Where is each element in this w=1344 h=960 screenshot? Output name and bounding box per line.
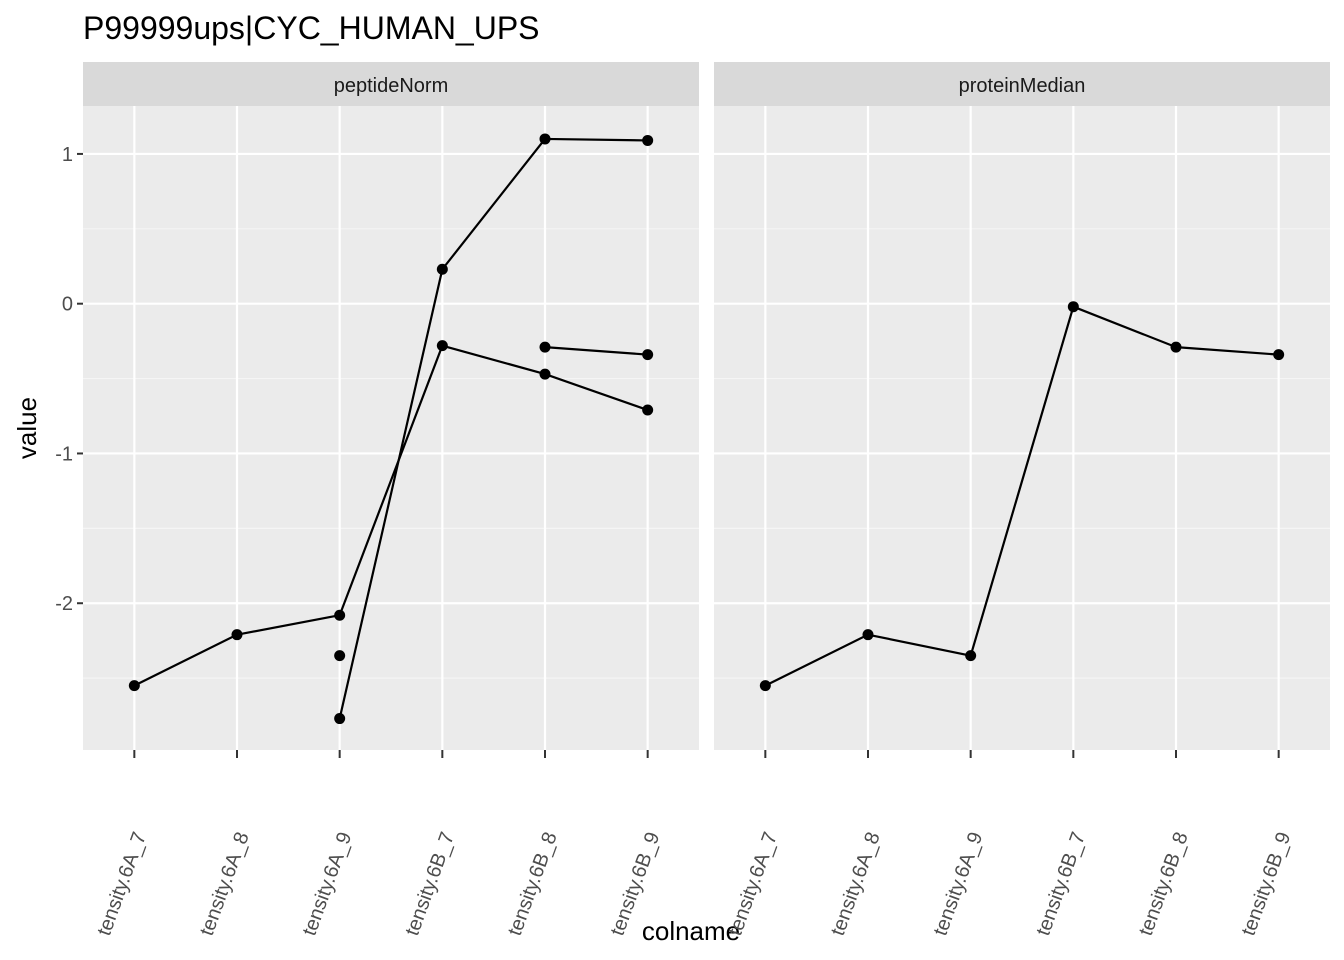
- data-point: [334, 713, 346, 725]
- x-tick-label: tensity.6A_7: [724, 829, 782, 939]
- x-axis-title: colname: [642, 916, 740, 946]
- data-point: [759, 680, 771, 692]
- series-line: [544, 346, 648, 356]
- x-tick-label: tensity.6B_9: [1238, 829, 1296, 939]
- x-tick-label: tensity.6B_7: [401, 829, 459, 939]
- data-point: [539, 133, 551, 145]
- data-point: [1170, 341, 1182, 353]
- data-point: [1067, 301, 1079, 313]
- data-point: [539, 341, 551, 353]
- data-point: [231, 629, 243, 641]
- panel-background: [83, 106, 699, 750]
- facet-strip-label: peptideNorm: [334, 75, 449, 97]
- data-point: [334, 650, 346, 662]
- series-line: [764, 305, 1279, 687]
- panel-background: [714, 106, 1330, 750]
- y-axis-title: value: [12, 397, 42, 459]
- facet-panels: peptideNorm -2 -1 0 1 tensity.6A_7 tensity.6A_…: [55, 62, 1330, 939]
- data-point: [642, 134, 654, 146]
- x-tick-label: tensity.6A_9: [299, 829, 357, 939]
- data-point: [334, 609, 346, 621]
- facet-strip: [83, 62, 699, 106]
- data-point: [436, 263, 448, 275]
- x-tick-label: tensity.6A_7: [93, 829, 151, 939]
- x-tick-label: tensity.6B_8: [1135, 829, 1193, 939]
- series-line: [338, 137, 648, 719]
- facet-panel-proteinMedian: proteinMedian tensity.6A_7 tensity.6A_8 ten…: [714, 62, 1330, 939]
- facet-strip-label: proteinMedian: [959, 75, 1086, 97]
- data-point: [965, 650, 977, 662]
- x-tick-label: tensity.6B_8: [504, 829, 562, 939]
- data-point: [128, 680, 140, 692]
- y-tick-label: -2: [55, 593, 73, 615]
- data-point: [436, 340, 448, 352]
- x-tick-label: tensity.6A_8: [196, 829, 254, 939]
- y-tick-label: -1: [55, 443, 73, 465]
- series-line: [133, 344, 649, 687]
- data-point: [539, 368, 551, 380]
- chart-title: P99999ups|CYC_HUMAN_UPS: [83, 10, 540, 46]
- y-tick-label: 1: [62, 144, 73, 166]
- data-point: [642, 404, 654, 416]
- x-tick-label: tensity.6A_9: [930, 829, 988, 939]
- data-point: [862, 629, 874, 641]
- data-point: [1273, 349, 1285, 361]
- facet-strip: [714, 62, 1330, 106]
- y-tick-label: 0: [62, 294, 73, 316]
- x-tick-label: tensity.6A_8: [827, 829, 885, 939]
- x-tick-label: tensity.6B_7: [1032, 829, 1090, 939]
- facet-panel-peptideNorm: peptideNorm -2 -1 0 1 tensity.6A_7 tensity.6A_…: [55, 62, 699, 939]
- data-point: [642, 349, 654, 361]
